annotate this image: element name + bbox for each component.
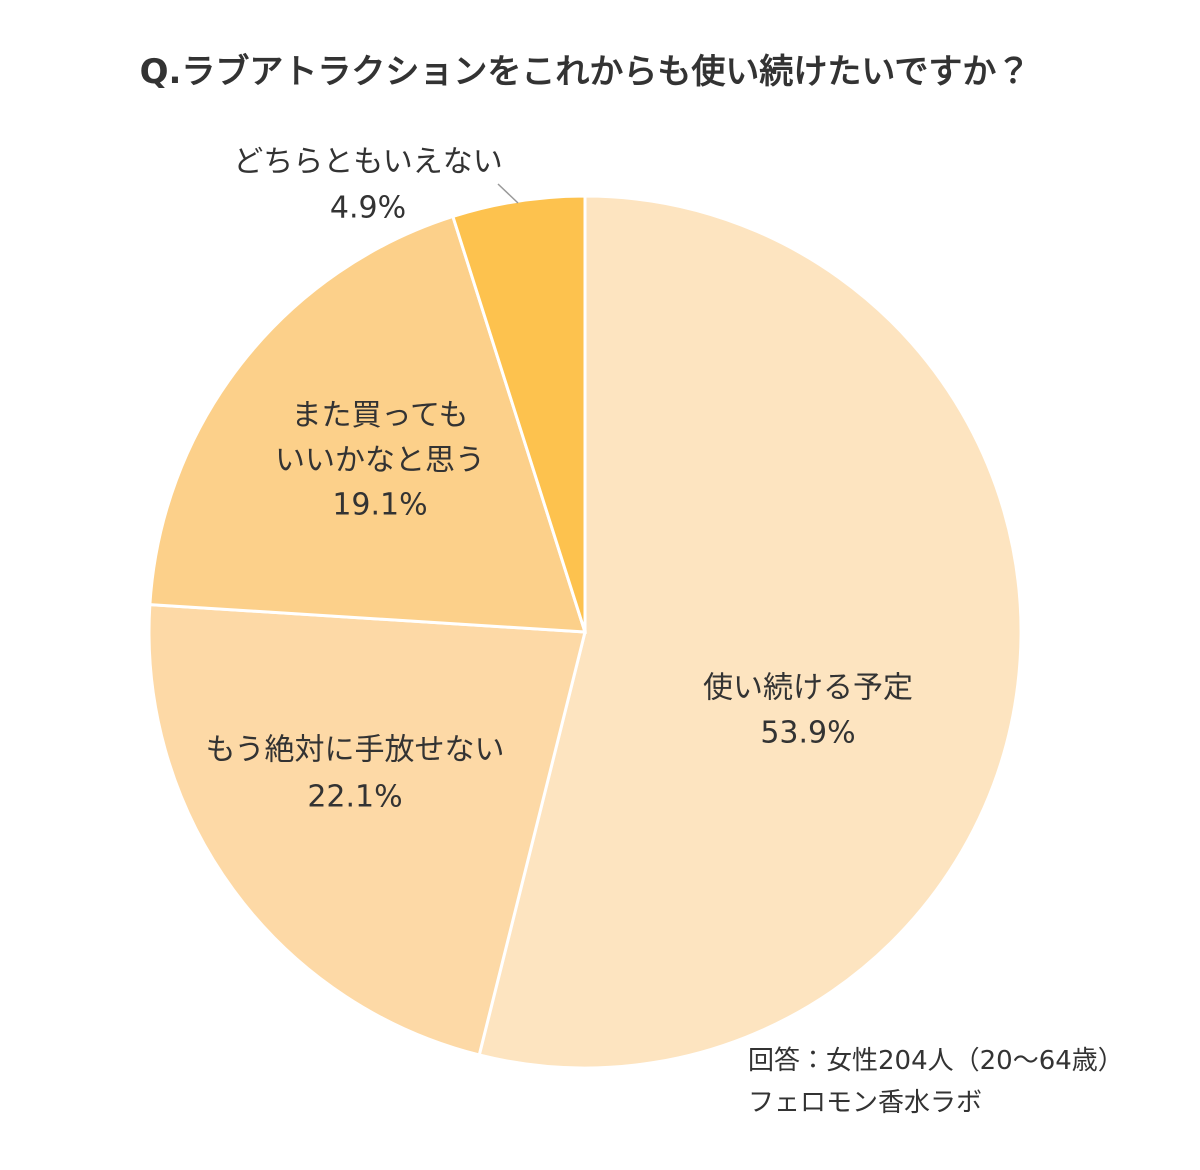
slice-label: もう絶対に手放せない	[205, 732, 505, 768]
value-label: 4.9%	[329, 190, 407, 226]
value-label: 53.9%	[760, 715, 856, 751]
chart-title: Q.ラブアトラクションをこれからも使い続けたいですか？	[139, 52, 1031, 92]
pie-slice	[147, 603, 587, 1057]
value-label: 19.1%	[332, 487, 428, 523]
pie-slice	[148, 214, 588, 634]
pie-slice	[477, 194, 1023, 1070]
slice-label: 使い続ける予定	[703, 670, 913, 706]
slice-label: どちらともいえない	[233, 144, 503, 180]
leader-line	[497, 183, 519, 204]
footnote: フェロモン香水ラボ	[748, 1088, 983, 1118]
footnote: 回答：女性204人（20～64歳）	[748, 1046, 1124, 1076]
pie-slice	[450, 194, 587, 633]
value-label: 22.1%	[307, 779, 403, 815]
slice-label: また買っても いいかなと思う	[275, 398, 485, 478]
